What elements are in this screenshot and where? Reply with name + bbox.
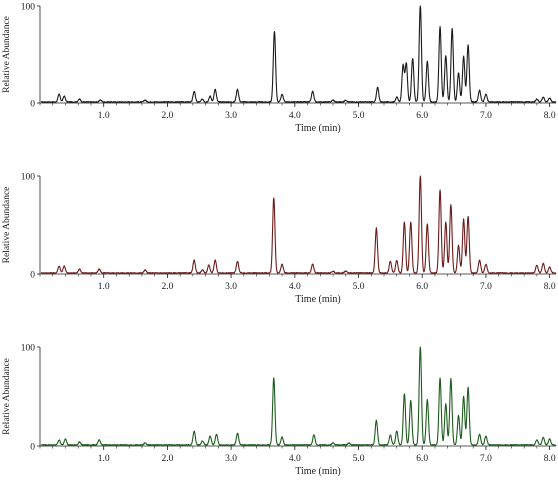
y-axis-label: Relative Abundance [2, 16, 12, 93]
y-tick-label: 0 [30, 271, 35, 281]
y-tick-label: 0 [30, 443, 35, 453]
y-axis-label: Relative Abundance [2, 358, 12, 435]
x-tick-label: 4.0 [289, 282, 301, 292]
chart-panel-1: 1.0 2.0 3.0 4.0 5.0 6.0 7.0 8.0 0 100 Time (min) Re… [2, 3, 557, 134]
x-tick-label: 8.0 [544, 454, 556, 464]
x-tick-label: 1.0 [98, 282, 110, 292]
y-tick-label: 0 [30, 100, 35, 110]
chromatogram-trace-3 [40, 346, 557, 446]
x-tick-label: 5.0 [353, 282, 365, 292]
x-tick-label: 5.0 [353, 454, 365, 464]
y-tick-label: 100 [21, 344, 36, 354]
x-tick-label: 6.0 [416, 282, 428, 292]
chart-panel-3: 1.0 2.0 3.0 4.0 5.0 6.0 7.0 8.0 0 100 Time (min) Re… [2, 344, 557, 477]
y-tick-label: 100 [21, 3, 36, 13]
x-tick-label: 4.0 [289, 111, 301, 121]
x-tick-label: 6.0 [416, 111, 428, 121]
y-axis-label: Relative Abundance [2, 187, 12, 264]
x-tick-label: 6.0 [416, 454, 428, 464]
x-tick-label: 7.0 [480, 111, 492, 121]
chart-panel-2: 1.0 2.0 3.0 4.0 5.0 6.0 7.0 8.0 0 100 Time (min) Re… [2, 173, 557, 305]
x-tick-label: 7.0 [480, 454, 492, 464]
x-tick-label: 7.0 [480, 282, 492, 292]
x-tick-label: 3.0 [225, 282, 237, 292]
x-tick-label: 5.0 [353, 111, 365, 121]
x-axis-label: Time (min) [295, 123, 340, 134]
x-tick-label: 2.0 [161, 282, 173, 292]
x-tick-label: 3.0 [225, 111, 237, 121]
y-tick-label: 100 [21, 173, 36, 183]
x-tick-label: 2.0 [161, 111, 173, 121]
x-tick-label: 4.0 [289, 454, 301, 464]
x-tick-label: 2.0 [161, 454, 173, 464]
chromatogram-trace-1 [41, 5, 557, 103]
x-axis-label: Time (min) [295, 294, 340, 305]
x-tick-label: 1.0 [98, 454, 110, 464]
x-tick-label: 8.0 [544, 111, 556, 121]
x-tick-label: 3.0 [225, 454, 237, 464]
x-tick-label: 1.0 [98, 111, 110, 121]
x-axis-label: Time (min) [295, 466, 340, 477]
chromatogram-trace-2 [40, 175, 557, 274]
x-tick-label: 8.0 [544, 282, 556, 292]
